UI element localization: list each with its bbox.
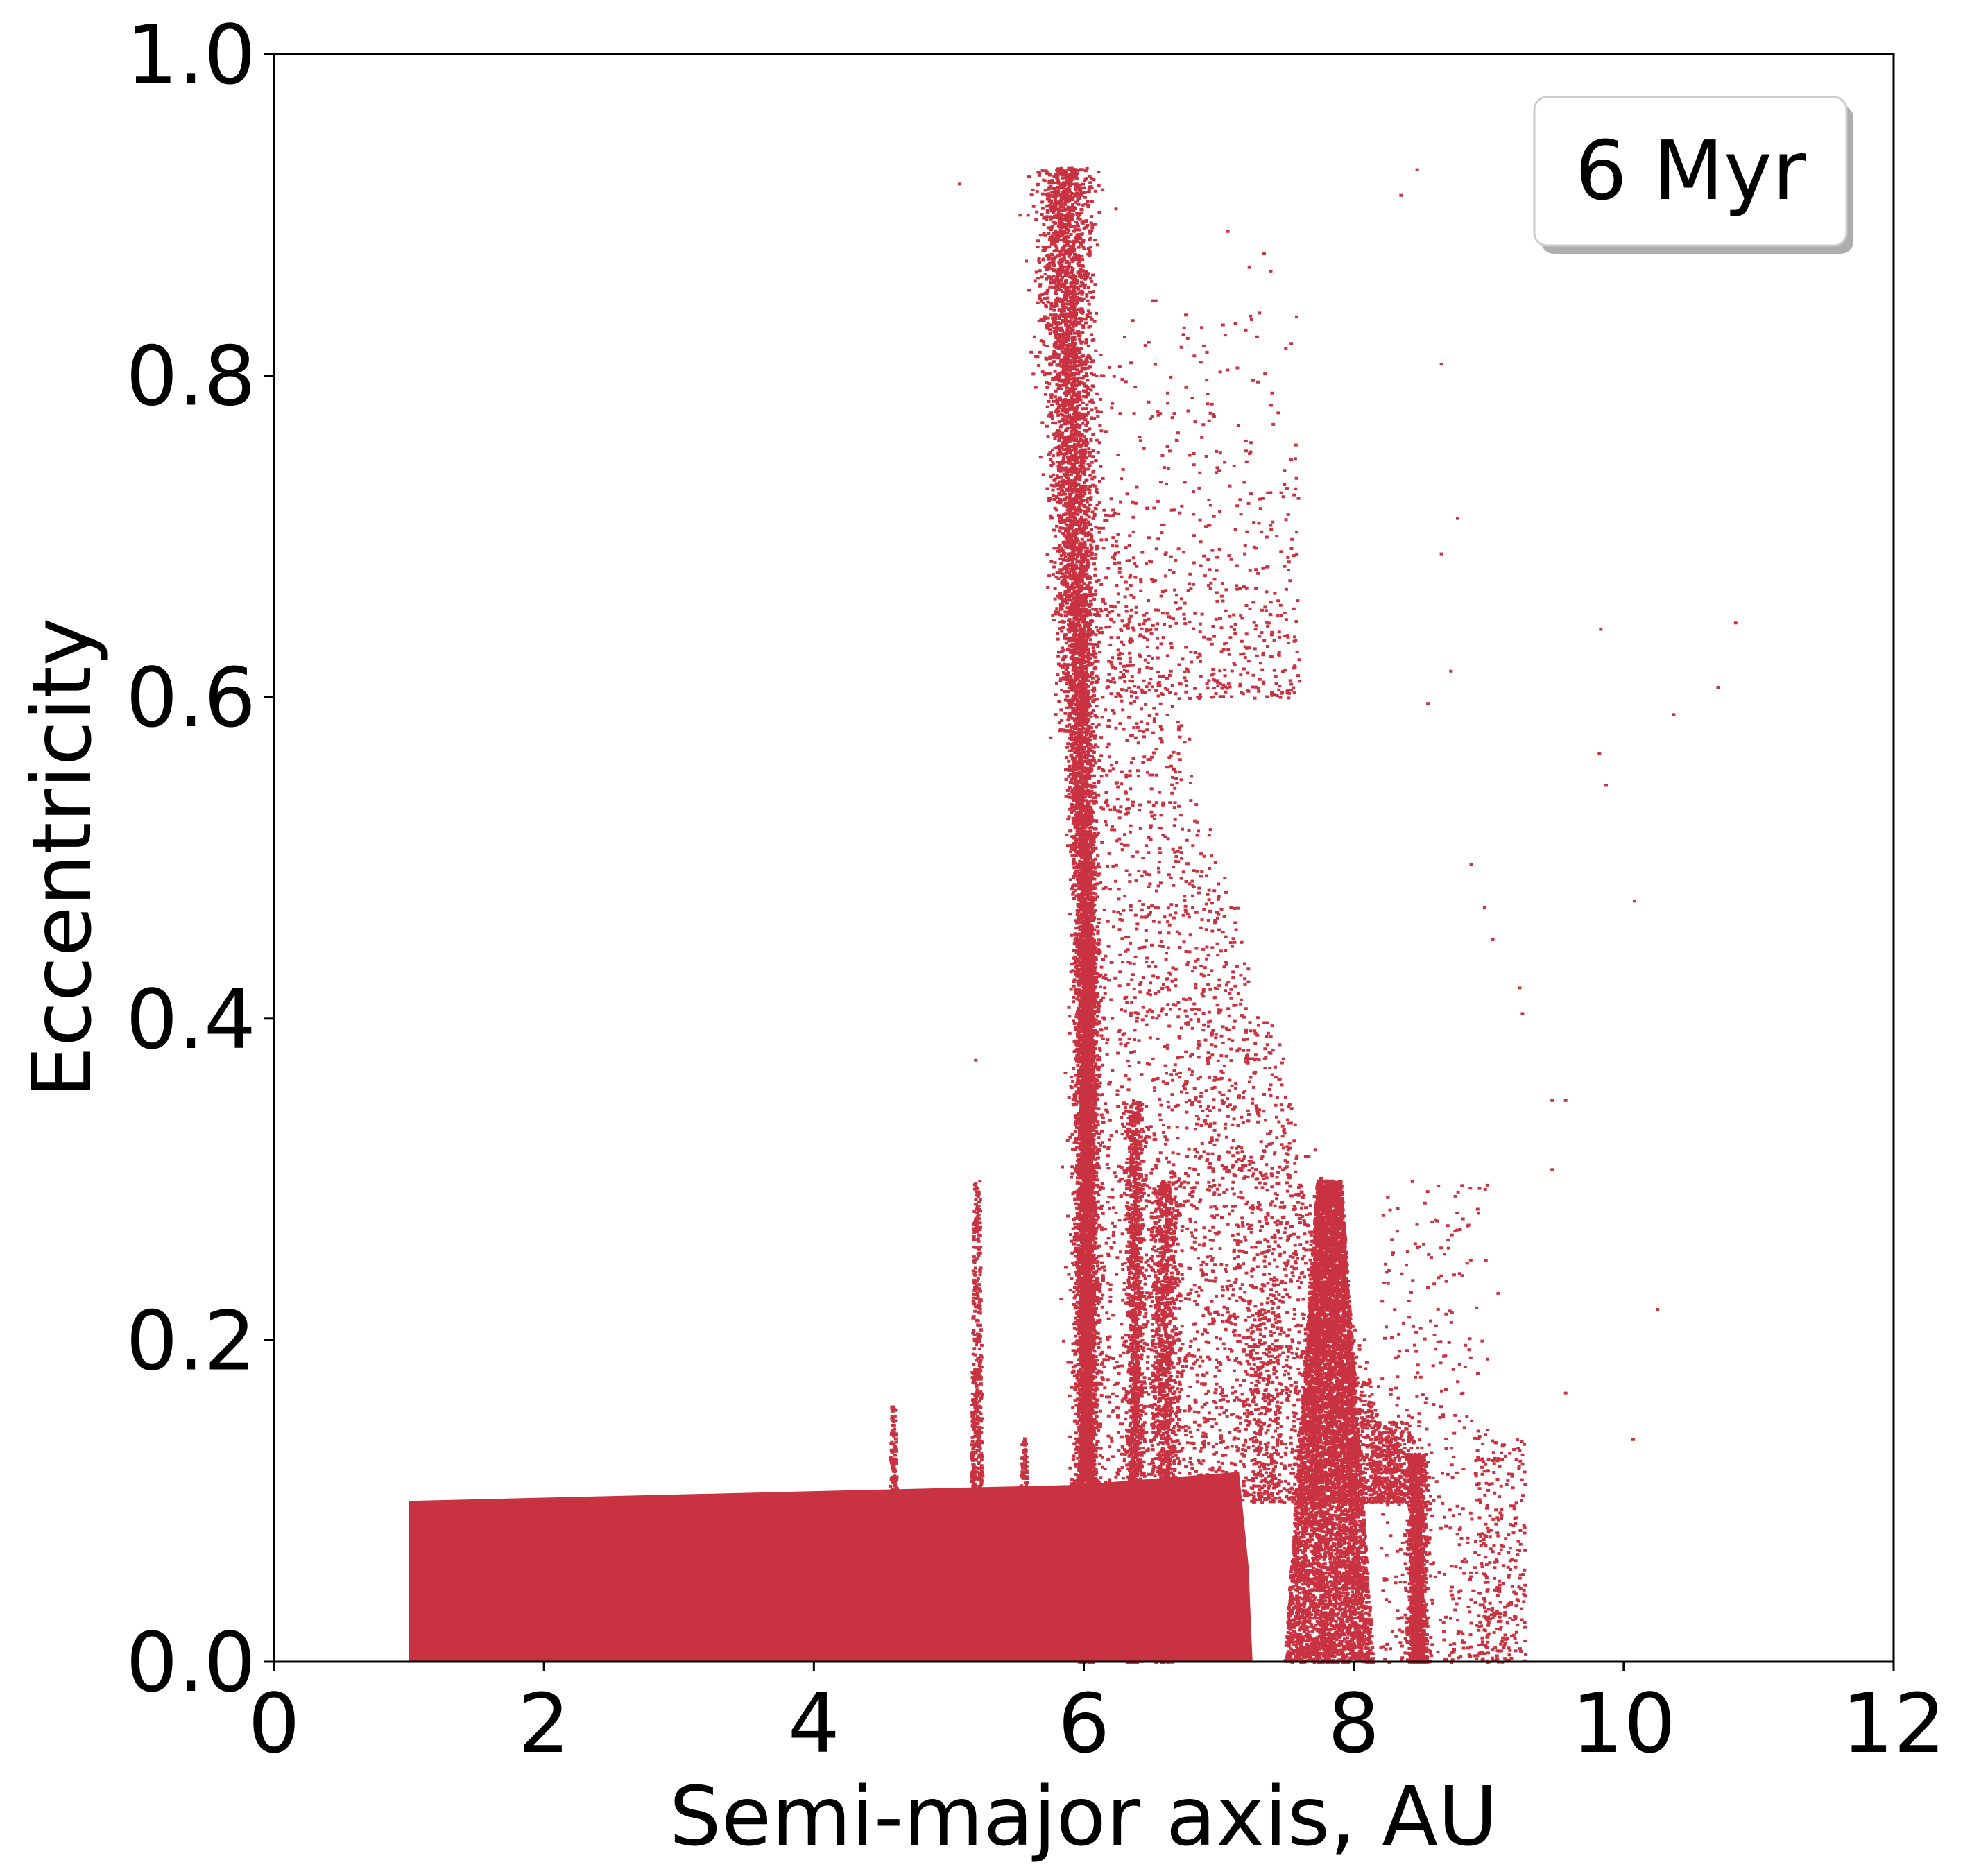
main-belt-points	[409, 1472, 1253, 1662]
x-axis: 0 2 4 6 8 10 12	[248, 1662, 1946, 1771]
x-tick-label: 10	[1572, 1676, 1676, 1771]
x-tick-label: 4	[788, 1676, 840, 1771]
x-tick-label: 0	[248, 1676, 300, 1771]
y-tick-label: 0.2	[126, 1293, 256, 1388]
y-tick-label: 0.8	[126, 329, 256, 424]
y-tick-label: 0.4	[126, 972, 256, 1067]
y-tick-label: 0.6	[126, 650, 256, 746]
scattered-points	[888, 166, 1738, 1664]
x-axis-label: Semi-major axis, AU	[669, 1769, 1498, 1864]
y-tick-label: 0.0	[126, 1615, 256, 1710]
y-axis-label: Eccentricity	[14, 617, 110, 1098]
y-tick-label: 1.0	[126, 7, 256, 103]
legend-label: 6 Myr	[1575, 123, 1806, 218]
scatter-points	[409, 166, 1738, 1664]
x-tick-label: 12	[1842, 1676, 1946, 1771]
legend-box	[1533, 96, 1848, 247]
x-tick-label: 6	[1058, 1676, 1110, 1771]
x-tick-label: 8	[1328, 1676, 1380, 1771]
x-tick-label: 2	[518, 1676, 570, 1771]
y-axis: 0.0 0.2 0.4 0.6 0.8 1.0	[126, 7, 274, 1710]
legend: 6 Myr	[1533, 96, 1853, 254]
